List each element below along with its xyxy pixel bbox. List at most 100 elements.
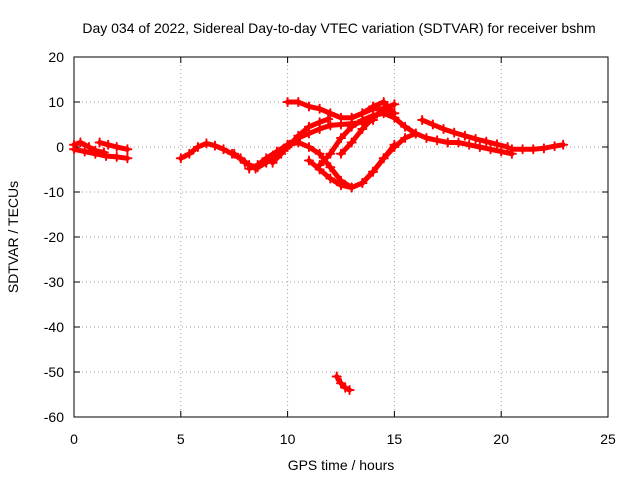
data-point — [314, 148, 325, 159]
data-point — [368, 112, 379, 123]
data-point — [314, 103, 325, 114]
y-tick-label: -50 — [44, 364, 64, 380]
data-point — [357, 108, 368, 119]
y-tick-label: 20 — [48, 49, 64, 65]
data-point — [323, 114, 334, 125]
data-point — [517, 144, 528, 155]
data-point — [293, 137, 304, 148]
data-point — [314, 164, 325, 175]
data-point — [276, 148, 287, 159]
data-point — [464, 139, 475, 150]
data-point — [79, 146, 90, 157]
data-point — [336, 148, 346, 159]
data-point — [192, 142, 203, 152]
data-point — [325, 148, 336, 159]
y-tick-label: -10 — [44, 184, 64, 200]
series-arc-13 — [349, 106, 515, 157]
data-point — [303, 101, 314, 112]
data-point — [459, 130, 470, 141]
data-point — [325, 173, 336, 184]
data-point — [357, 178, 368, 188]
data-point — [111, 151, 122, 162]
data-point — [344, 385, 355, 395]
data-point — [122, 153, 133, 164]
data-point — [282, 97, 293, 107]
data-point — [325, 108, 336, 119]
y-tick-label: -20 — [44, 229, 64, 245]
data-point — [314, 117, 325, 128]
data-point — [94, 137, 105, 148]
data-point — [506, 144, 517, 155]
data-point — [558, 139, 569, 150]
data-point — [229, 148, 240, 159]
data-point — [303, 121, 314, 132]
y-tick-label: 10 — [48, 94, 64, 110]
data-point — [453, 137, 464, 148]
data-point — [432, 135, 443, 146]
data-point — [201, 138, 212, 149]
data-point — [282, 139, 293, 150]
x-tick-label: 0 — [70, 431, 78, 447]
data-point — [427, 119, 438, 130]
x-tick-label: 15 — [387, 431, 403, 447]
grid-lines — [74, 57, 608, 417]
data-point — [410, 128, 421, 139]
data-point — [421, 133, 432, 143]
data-point — [400, 121, 411, 132]
data-point — [325, 120, 336, 131]
series-arc-16 — [334, 374, 352, 393]
data-point — [528, 144, 539, 155]
data-point — [111, 142, 122, 152]
data-point — [474, 142, 485, 152]
data-point — [336, 133, 346, 143]
data-point — [346, 137, 357, 148]
data-point — [261, 153, 272, 164]
data-point — [481, 136, 492, 147]
data-point — [496, 146, 507, 157]
y-tick-label: -30 — [44, 274, 64, 290]
data-point — [83, 142, 94, 152]
data-point — [417, 115, 428, 125]
data-point — [122, 144, 133, 155]
data-point — [346, 112, 357, 123]
data-point — [389, 139, 400, 150]
y-tick-label: -60 — [44, 409, 64, 425]
data-point — [244, 163, 255, 174]
data-point — [325, 162, 336, 173]
data-point — [538, 143, 549, 154]
data-point — [293, 97, 304, 107]
chart-title: Day 034 of 2022, Sidereal Day-to-day VTE… — [82, 20, 595, 36]
data-point — [336, 180, 346, 191]
data-point — [252, 160, 263, 170]
data-point — [267, 157, 278, 168]
data-point — [378, 103, 389, 114]
data-point — [101, 151, 112, 161]
data-point — [549, 141, 560, 152]
data-point — [184, 148, 195, 159]
data-point — [400, 133, 411, 143]
data-point — [303, 155, 314, 166]
data-point — [103, 139, 114, 150]
data-point — [368, 166, 379, 177]
y-tick-label: 0 — [56, 139, 64, 155]
data-point — [485, 144, 496, 155]
data-point — [175, 153, 186, 164]
axis-ticks: 0 5 10 15 20 25 -60 -50 -40 -30 -20 -10 0 10 20 — [44, 49, 616, 447]
data-point — [239, 157, 250, 168]
data-point — [368, 103, 379, 114]
series-layer — [69, 97, 569, 395]
data-point — [346, 121, 357, 132]
data-point — [442, 137, 453, 148]
data-point — [209, 140, 220, 151]
data-point — [75, 137, 86, 148]
data-point — [218, 144, 229, 155]
y-axis-title: SDTVAR / TECUs — [5, 181, 21, 293]
data-point — [331, 371, 342, 382]
data-point — [357, 124, 368, 134]
data-point — [336, 378, 346, 389]
data-point — [378, 153, 389, 164]
data-point — [336, 112, 346, 123]
data-point — [303, 142, 314, 152]
x-tick-label: 20 — [493, 431, 509, 447]
